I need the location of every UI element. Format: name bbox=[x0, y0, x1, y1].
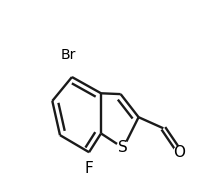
Text: F: F bbox=[85, 161, 93, 176]
Text: S: S bbox=[118, 140, 128, 155]
Ellipse shape bbox=[59, 48, 78, 61]
Text: O: O bbox=[174, 145, 186, 160]
Ellipse shape bbox=[116, 142, 130, 155]
Text: Br: Br bbox=[61, 48, 76, 62]
Ellipse shape bbox=[84, 163, 94, 174]
Ellipse shape bbox=[174, 146, 186, 158]
